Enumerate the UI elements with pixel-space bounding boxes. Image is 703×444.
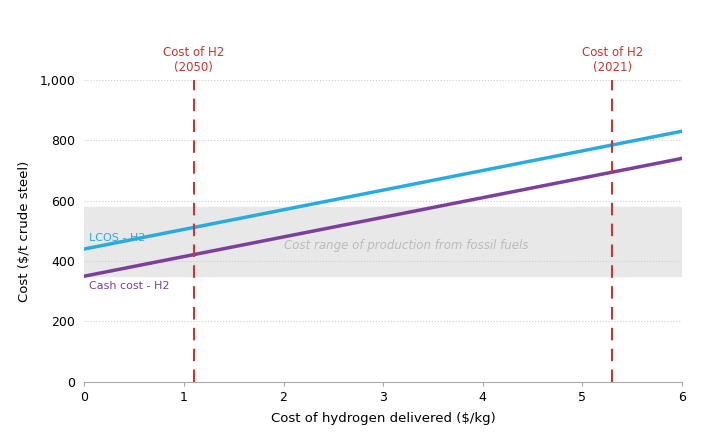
Text: Cost range of production from fossil fuels: Cost range of production from fossil fue… — [283, 239, 528, 253]
Text: LCOS - H2: LCOS - H2 — [89, 234, 146, 243]
Text: Cost of H2
(2021): Cost of H2 (2021) — [581, 46, 643, 74]
Y-axis label: Cost ($/t crude steel): Cost ($/t crude steel) — [18, 160, 31, 301]
Text: Cash cost - H2: Cash cost - H2 — [89, 281, 170, 291]
Bar — [84, 207, 682, 276]
X-axis label: Cost of hydrogen delivered ($/kg): Cost of hydrogen delivered ($/kg) — [271, 412, 496, 425]
Text: Cost of H2
(2050): Cost of H2 (2050) — [163, 46, 224, 74]
